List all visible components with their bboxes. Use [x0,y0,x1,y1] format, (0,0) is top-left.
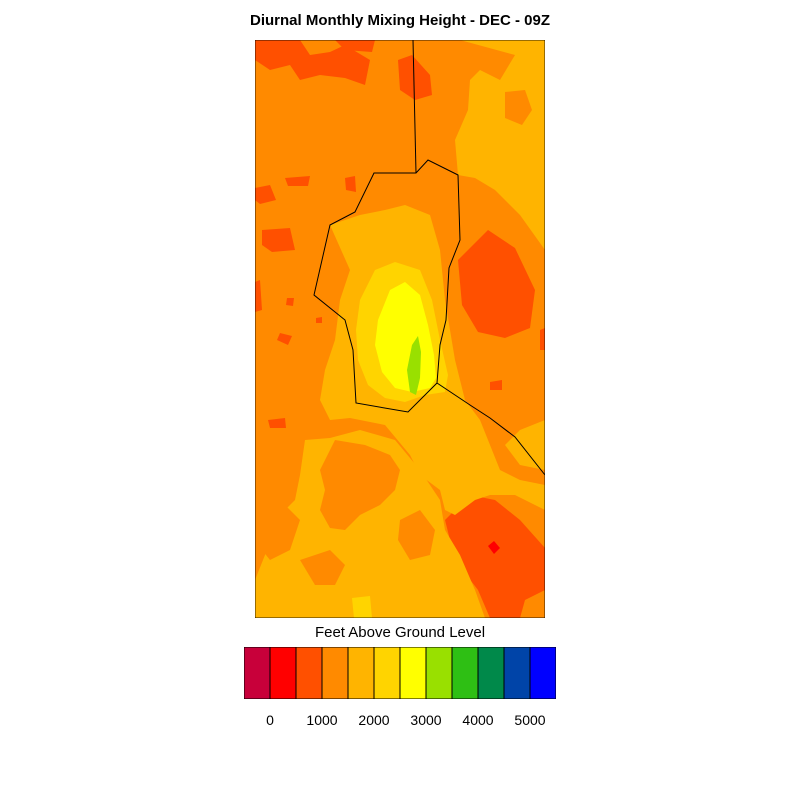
colorbar-tick-label: 2000 [358,712,390,728]
colorbar-swatch [529,647,556,699]
colorbar-swatch [244,647,271,699]
colorbar-tick-label: 1000 [306,712,338,728]
green-contour [407,336,421,395]
boundary-lines [313,40,545,476]
colorbar-swatch [451,647,479,699]
colorbar-swatch [425,647,453,699]
chart-title: Diurnal Monthly Mixing Height - DEC - 09… [250,12,550,29]
colorbar-swatch [347,647,375,699]
colorbar-swatch [295,647,323,699]
colorbar-swatch [373,647,401,699]
mixing-height-map [255,40,545,618]
colorbar-swatch [477,647,505,699]
colorbar-tick-label: 4000 [462,712,494,728]
legend-title: Feet Above Ground Level [314,624,486,641]
colorbar-swatch [321,647,349,699]
colorbar-tick-label: 0 [266,712,274,728]
colorbar-swatch [503,647,531,699]
colorbar-tick-label: 3000 [410,712,442,728]
colorbar [244,647,556,699]
colorbar-tick-label: 5000 [514,712,546,728]
base-islands [258,90,532,585]
red-contour [488,541,500,554]
yellow-contour [375,282,436,392]
colorbar-swatch [399,647,427,699]
colorbar-swatch [269,647,297,699]
